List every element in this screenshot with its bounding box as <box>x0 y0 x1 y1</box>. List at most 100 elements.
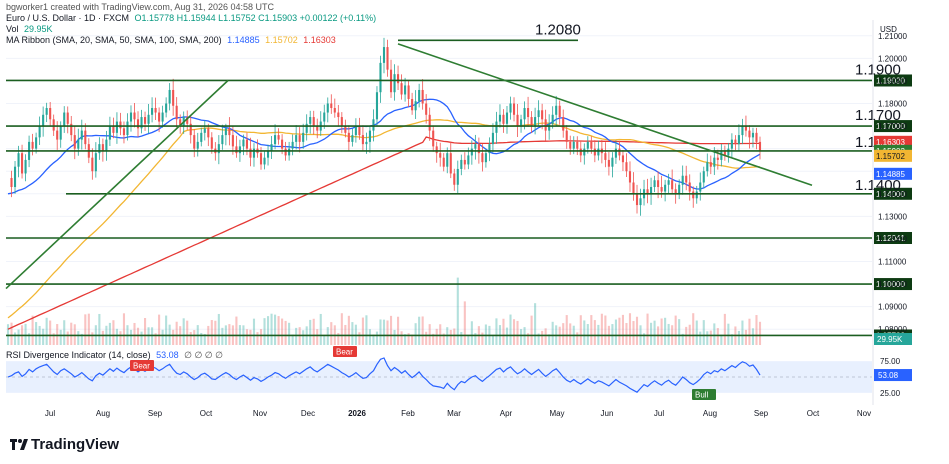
candle-body <box>161 112 164 122</box>
volume-bar <box>748 318 751 345</box>
ma-ribbon-legend[interactable]: MA Ribbon (SMA, 20, SMA, 50, SMA, 100, S… <box>6 35 336 46</box>
candle-body <box>579 148 582 156</box>
candle-body <box>84 130 87 145</box>
candle-body <box>393 74 396 93</box>
candle-body <box>340 117 343 127</box>
candle-body <box>586 141 589 149</box>
candle-body <box>614 148 617 158</box>
volume-bar <box>302 330 305 345</box>
volume-bar <box>530 315 533 345</box>
time-axis-label: Jun <box>601 409 614 418</box>
time-axis-label: Apr <box>500 409 513 418</box>
candle-body <box>31 141 34 149</box>
volume-bar <box>512 319 516 345</box>
candle-body <box>565 130 568 142</box>
price-tick-label: 1.20000 <box>878 54 907 63</box>
candle-body <box>597 148 600 156</box>
ascending-trendline <box>5 79 229 290</box>
candle-body <box>604 153 607 160</box>
candle-body <box>477 144 480 154</box>
volume-bar <box>579 315 582 345</box>
volume-bar <box>699 331 702 345</box>
time-axis-label: Jul <box>654 409 664 418</box>
candle-body <box>527 108 530 118</box>
candle-body <box>330 103 333 109</box>
candle-body <box>24 159 27 174</box>
volume-bar <box>628 313 632 345</box>
candle-body <box>639 198 642 206</box>
time-axis-label: Oct <box>807 409 820 418</box>
volume-legend[interactable]: Vol 29.95K <box>6 24 53 35</box>
price-axis: 1.210001.200001.190001.180001.170001.160… <box>874 32 912 345</box>
ma50-price-tag-text: 1.15702 <box>876 152 905 161</box>
candle-body <box>407 85 410 99</box>
volume-bar <box>681 333 684 345</box>
volume-bar <box>481 332 484 345</box>
candle-body <box>516 114 519 127</box>
volume-bar <box>751 328 755 345</box>
candle-body <box>421 89 424 104</box>
level-price-tag-text: 1.17000 <box>876 122 905 131</box>
volume-bar <box>544 328 547 345</box>
rsi-extra: ∅ ∅ ∅ ∅ <box>184 350 223 360</box>
volume-bar <box>428 324 431 345</box>
volume-bar <box>115 328 118 345</box>
level-price-tag-text: 1.10000 <box>876 280 905 289</box>
candle-body <box>502 114 505 124</box>
candle-body <box>126 121 129 136</box>
price-tick-label: 1.11000 <box>878 257 907 266</box>
volume-bar <box>351 322 354 345</box>
trendlines <box>5 43 813 290</box>
volume-bar <box>77 331 80 345</box>
candle-body <box>59 126 62 140</box>
volume-bar <box>35 322 38 345</box>
candle-body <box>115 121 118 133</box>
candle-body <box>593 148 596 156</box>
candle-body <box>411 98 414 111</box>
volume-bar <box>13 332 17 345</box>
candle-body <box>744 126 747 131</box>
volume-bar <box>537 333 540 345</box>
tradingview-logo: TradingView <box>10 436 119 453</box>
level-price-tag <box>874 120 912 133</box>
volume-bar <box>730 334 733 345</box>
volume-bar <box>611 324 614 345</box>
volume-bar <box>368 329 371 345</box>
candle-body <box>727 148 730 156</box>
rsi-legend[interactable]: RSI Divergence Indicator (14, close) 53.… <box>6 350 223 361</box>
support-resistance-levels: 1.190201.170001.140001.120411.100001.077… <box>6 39 912 342</box>
candle-body <box>688 182 691 192</box>
candle-body <box>277 135 280 140</box>
symbol-name[interactable]: Euro / U.S. Dollar · 1D · FXCM <box>6 13 130 23</box>
volume-bar <box>42 328 45 345</box>
candle-body <box>650 187 653 194</box>
price-tick-label: 1.14000 <box>878 190 907 199</box>
candle-body <box>207 128 210 138</box>
volume-bar <box>154 333 157 345</box>
ohlc-values: O1.15778 H1.15944 L1.15752 C1.15903 +0.0… <box>134 13 377 23</box>
volume-bar <box>667 323 670 345</box>
ma200-price-tag-text: 1.16303 <box>876 138 905 147</box>
ma50-price-tag <box>874 149 912 162</box>
volume-bar <box>49 320 52 345</box>
volume-bar <box>337 333 340 345</box>
volume-bar <box>590 315 593 345</box>
volume-bar <box>653 320 656 345</box>
candle-body <box>326 103 329 113</box>
candle-body <box>435 146 438 154</box>
candle-body <box>674 189 677 194</box>
candle-body <box>425 103 428 115</box>
descending-trendline <box>397 43 813 186</box>
rsi-level-label: 75.00 <box>880 357 901 366</box>
volume-bar <box>600 313 603 345</box>
volume-bar <box>646 313 649 345</box>
candle-body <box>288 148 291 156</box>
volume-bar <box>87 313 90 345</box>
volume-bar <box>393 329 396 345</box>
candle-body <box>590 141 593 149</box>
candle-body <box>519 119 523 127</box>
candle-body <box>685 175 688 183</box>
volume-bar <box>632 321 635 345</box>
volume-bar <box>84 314 87 345</box>
